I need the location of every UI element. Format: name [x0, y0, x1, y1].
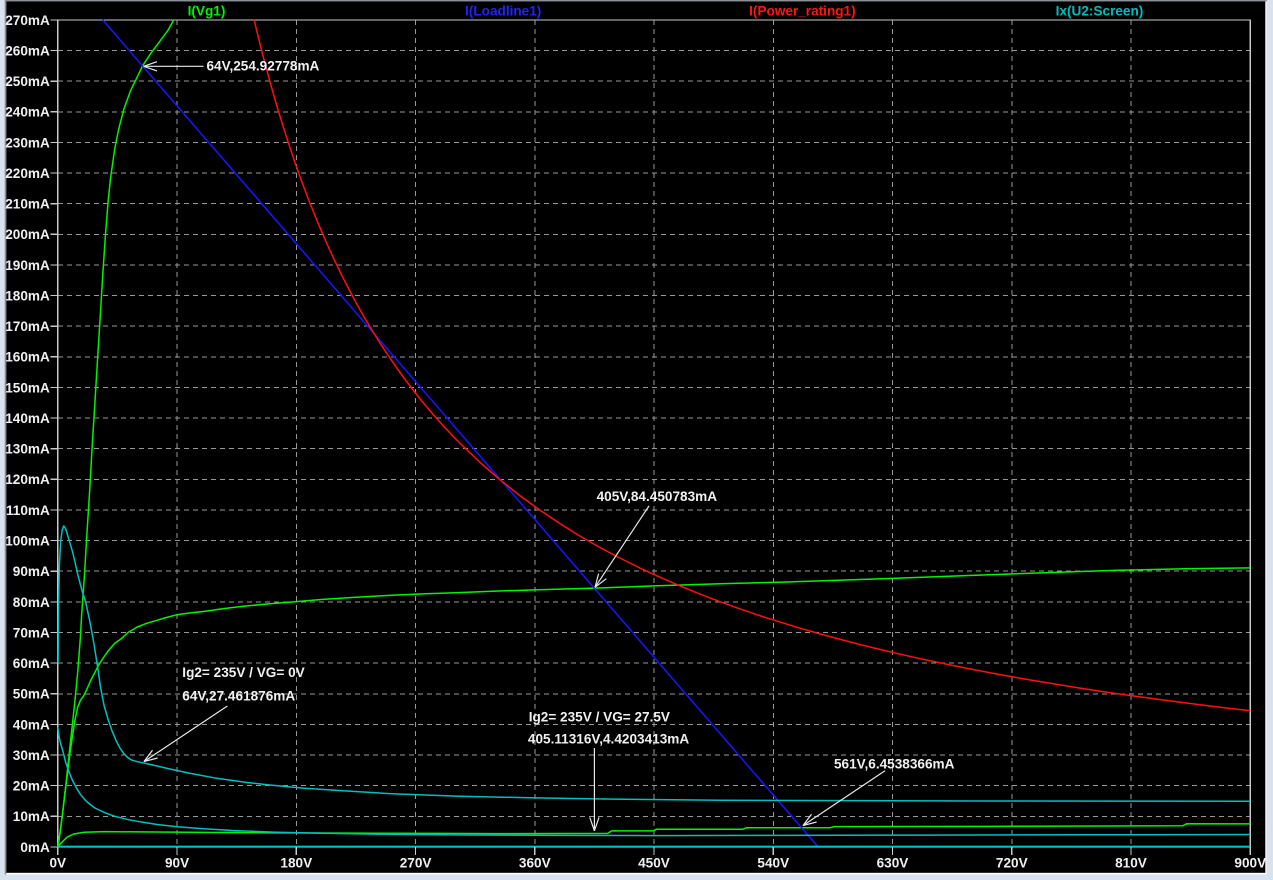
svg-text:70mA: 70mA [13, 625, 50, 640]
svg-text:64V,254.92778mA: 64V,254.92778mA [207, 59, 320, 74]
svg-text:80mA: 80mA [13, 595, 50, 610]
svg-text:64V,27.461876mA: 64V,27.461876mA [182, 689, 295, 704]
svg-text:170mA: 170mA [5, 319, 50, 334]
svg-text:140mA: 140mA [5, 411, 50, 426]
svg-text:270mA: 270mA [5, 13, 50, 28]
svg-text:220mA: 220mA [5, 166, 50, 181]
svg-text:250mA: 250mA [5, 74, 50, 89]
svg-text:60mA: 60mA [13, 656, 50, 671]
svg-text:210mA: 210mA [5, 197, 50, 212]
svg-text:200mA: 200mA [5, 227, 50, 242]
svg-text:540V: 540V [757, 856, 789, 871]
svg-text:110mA: 110mA [6, 503, 50, 518]
svg-text:360V: 360V [519, 856, 551, 871]
svg-text:50mA: 50mA [13, 687, 50, 702]
svg-text:40mA: 40mA [13, 717, 50, 732]
svg-text:230mA: 230mA [5, 135, 50, 150]
svg-text:10mA: 10mA [13, 809, 50, 824]
svg-text:720V: 720V [996, 856, 1028, 871]
svg-text:180V: 180V [280, 856, 312, 871]
svg-text:270V: 270V [400, 856, 432, 871]
svg-text:630V: 630V [877, 856, 909, 871]
svg-text:0mA: 0mA [20, 840, 50, 855]
svg-text:900V: 900V [1234, 856, 1266, 871]
svg-text:100mA: 100mA [5, 534, 50, 549]
svg-text:I(Loadline1): I(Loadline1) [465, 3, 541, 18]
svg-text:Ix(U2:Screen): Ix(U2:Screen) [1056, 3, 1144, 18]
svg-text:20mA: 20mA [13, 779, 50, 794]
svg-text:I(Power_rating1): I(Power_rating1) [749, 3, 856, 18]
svg-text:405V,84.450783mA: 405V,84.450783mA [597, 489, 718, 504]
svg-text:180mA: 180mA [5, 289, 50, 304]
svg-text:90mA: 90mA [13, 564, 50, 579]
svg-text:810V: 810V [1115, 856, 1147, 871]
svg-text:Ig2= 235V / VG= 0V: Ig2= 235V / VG= 0V [182, 665, 304, 680]
svg-text:190mA: 190mA [5, 258, 50, 273]
svg-text:0V: 0V [49, 856, 66, 871]
svg-text:405.11316V,4.4203413mA: 405.11316V,4.4203413mA [528, 731, 689, 746]
svg-text:150mA: 150mA [5, 380, 50, 395]
svg-text:120mA: 120mA [5, 472, 50, 487]
svg-text:130mA: 130mA [5, 442, 50, 457]
svg-text:160mA: 160mA [5, 350, 50, 365]
svg-text:30mA: 30mA [13, 748, 50, 763]
svg-text:90V: 90V [165, 856, 189, 871]
svg-text:260mA: 260mA [5, 43, 50, 58]
svg-text:I(Vg1): I(Vg1) [188, 3, 226, 18]
svg-text:Ig2= 235V / VG= 27.5V: Ig2= 235V / VG= 27.5V [529, 710, 670, 725]
svg-text:450V: 450V [638, 856, 670, 871]
svg-text:240mA: 240mA [5, 105, 50, 120]
svg-text:561V,6.4538366mA: 561V,6.4538366mA [834, 757, 955, 772]
